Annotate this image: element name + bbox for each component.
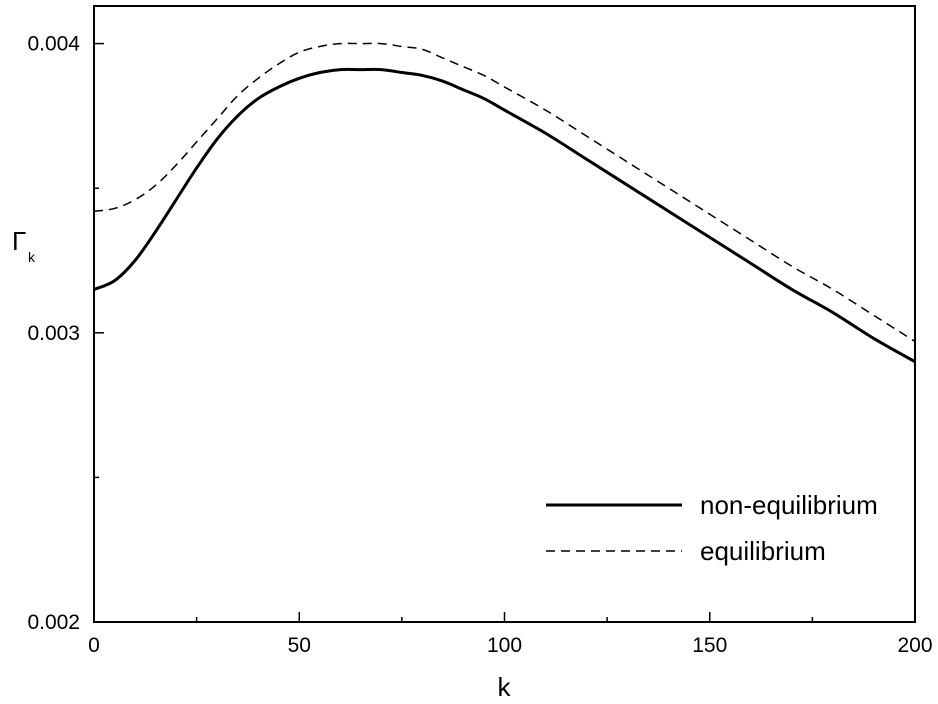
plot-frame xyxy=(93,5,916,623)
y-axis-label-subscript: k xyxy=(28,249,36,265)
x-tick-label: 0 xyxy=(88,634,100,657)
x-tick-label: 50 xyxy=(288,634,311,657)
series-layer xyxy=(93,42,916,364)
x-tick-label: 150 xyxy=(692,634,727,657)
y-tick-label: 0.004 xyxy=(27,33,80,56)
x-ticks: 0 50 100 150 200 xyxy=(88,612,933,657)
legend-label-equilibrium: equilibrium xyxy=(700,536,826,566)
y-ticks: 0.002 0.003 0.004 xyxy=(27,33,104,634)
series-line-equilibrium xyxy=(93,42,916,343)
x-tick-label: 200 xyxy=(897,634,932,657)
series-line-non-equilibrium xyxy=(93,67,916,364)
legend: non-equilibrium equilibrium xyxy=(546,490,878,566)
x-tick-label: 100 xyxy=(487,634,522,657)
y-tick-label: 0.003 xyxy=(27,322,80,345)
y-tick-label: 0.002 xyxy=(27,611,80,634)
x-axis-label: k xyxy=(498,672,512,702)
y-axis-label: Γ xyxy=(12,226,26,256)
legend-label-non-equilibrium: non-equilibrium xyxy=(700,490,878,520)
